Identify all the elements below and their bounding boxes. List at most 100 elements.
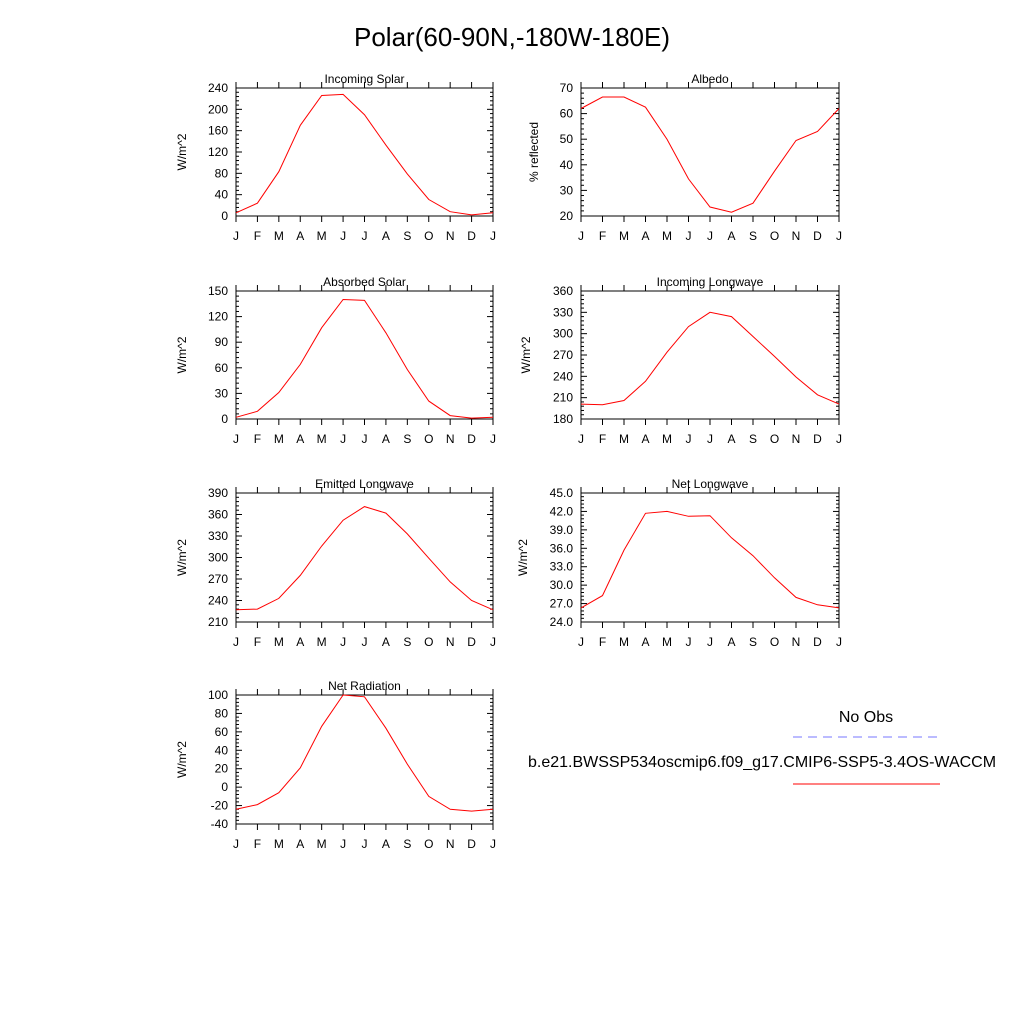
x-tick-label: O xyxy=(770,635,779,649)
series-line xyxy=(580,96,840,213)
y-tick-label: 0 xyxy=(221,780,228,794)
y-tick-label: 40 xyxy=(215,743,229,757)
x-tick-label: S xyxy=(403,635,411,649)
y-tick-label: 360 xyxy=(553,284,573,298)
x-tick-label: J xyxy=(340,229,346,243)
y-axis-label: % reflected xyxy=(527,122,541,182)
x-tick-label: J xyxy=(578,432,584,446)
series-line xyxy=(235,694,494,812)
x-tick-label: M xyxy=(619,229,629,243)
x-tick-label: A xyxy=(641,229,649,243)
y-tick-label: 270 xyxy=(553,348,573,362)
x-tick-label: J xyxy=(362,837,368,851)
x-tick-label: D xyxy=(467,432,476,446)
x-tick-label: J xyxy=(490,635,496,649)
panel-title: Emitted Longwave xyxy=(315,477,414,491)
plot-frame xyxy=(235,694,494,825)
x-tick-label: J xyxy=(686,432,692,446)
x-tick-label: J xyxy=(836,432,842,446)
x-tick-label: M xyxy=(274,635,284,649)
x-tick-label: M xyxy=(619,432,629,446)
y-tick-label: 210 xyxy=(553,391,573,405)
x-tick-label: J xyxy=(233,229,239,243)
series-line xyxy=(235,93,494,216)
y-axis-label: W/m^2 xyxy=(175,336,189,373)
y-tick-label: -40 xyxy=(211,817,229,831)
x-tick-label: N xyxy=(446,229,455,243)
x-tick-label: N xyxy=(446,837,455,851)
y-tick-label: 39.0 xyxy=(550,523,574,537)
x-tick-label: S xyxy=(749,635,757,649)
x-tick-label: A xyxy=(641,432,649,446)
x-tick-label: J xyxy=(233,837,239,851)
y-tick-label: 50 xyxy=(560,132,574,146)
y-tick-label: 0 xyxy=(221,412,228,426)
y-tick-label: 40 xyxy=(215,188,229,202)
x-tick-label: N xyxy=(792,635,801,649)
y-axis-label: W/m^2 xyxy=(519,336,533,373)
x-tick-label: J xyxy=(686,635,692,649)
y-tick-label: 120 xyxy=(208,310,228,324)
y-tick-label: 270 xyxy=(208,572,228,586)
x-tick-label: O xyxy=(424,635,433,649)
x-tick-label: A xyxy=(296,432,304,446)
series-line xyxy=(235,298,494,419)
x-tick-label: J xyxy=(836,635,842,649)
y-tick-label: 45.0 xyxy=(550,486,574,500)
x-tick-label: J xyxy=(490,432,496,446)
legend-obs-label: No Obs xyxy=(839,709,893,726)
y-tick-label: 60 xyxy=(215,725,229,739)
plot-frame xyxy=(580,87,840,217)
panel-title: Net Radiation xyxy=(328,679,401,693)
y-tick-label: 210 xyxy=(208,615,228,629)
x-tick-label: J xyxy=(490,837,496,851)
x-tick-label: J xyxy=(340,837,346,851)
y-tick-label: 200 xyxy=(208,102,228,116)
x-tick-label: A xyxy=(382,229,390,243)
y-tick-label: 40 xyxy=(560,158,574,172)
x-tick-label: D xyxy=(467,229,476,243)
x-tick-label: M xyxy=(662,432,672,446)
y-tick-label: 180 xyxy=(553,412,573,426)
legend-case-label: b.e21.BWSSP534oscmip6.f09_g17.CMIP6-SSP5… xyxy=(528,754,996,771)
x-tick-label: J xyxy=(686,229,692,243)
x-tick-label: N xyxy=(446,635,455,649)
y-axis-label: W/m^2 xyxy=(175,741,189,778)
x-tick-label: J xyxy=(578,229,584,243)
chart-panel-6: Net Longwave W/m^2 24.0 27.0 30.0 33.0 36.0 39.… xyxy=(516,477,842,649)
y-axis-label: W/m^2 xyxy=(175,539,189,576)
x-tick-label: M xyxy=(317,432,327,446)
y-tick-label: 150 xyxy=(208,284,228,298)
y-tick-label: 100 xyxy=(208,688,228,702)
x-tick-label: O xyxy=(424,229,433,243)
x-tick-label: D xyxy=(813,229,822,243)
x-tick-label: F xyxy=(599,229,606,243)
x-tick-label: J xyxy=(233,635,239,649)
x-tick-label: M xyxy=(274,432,284,446)
x-tick-label: J xyxy=(490,229,496,243)
x-tick-label: O xyxy=(424,837,433,851)
y-axis-label: W/m^2 xyxy=(516,539,530,576)
x-tick-label: M xyxy=(274,229,284,243)
x-tick-label: J xyxy=(836,229,842,243)
x-tick-label: S xyxy=(403,229,411,243)
x-tick-label: M xyxy=(317,837,327,851)
panel-title: Albedo xyxy=(691,72,729,86)
x-tick-label: S xyxy=(403,837,411,851)
series-line xyxy=(580,510,840,609)
x-tick-label: D xyxy=(813,432,822,446)
x-tick-label: D xyxy=(467,837,476,851)
x-tick-label: J xyxy=(707,635,713,649)
x-tick-label: A xyxy=(382,432,390,446)
y-tick-label: 240 xyxy=(208,81,228,95)
x-tick-label: S xyxy=(749,229,757,243)
y-tick-label: -20 xyxy=(211,799,229,813)
x-tick-label: F xyxy=(599,432,606,446)
x-tick-label: J xyxy=(362,229,368,243)
y-axis-label: W/m^2 xyxy=(175,133,189,170)
figure-title: Polar(60-90N,-180W-180E) xyxy=(354,22,670,52)
y-tick-label: 30 xyxy=(560,183,574,197)
x-tick-label: A xyxy=(296,229,304,243)
